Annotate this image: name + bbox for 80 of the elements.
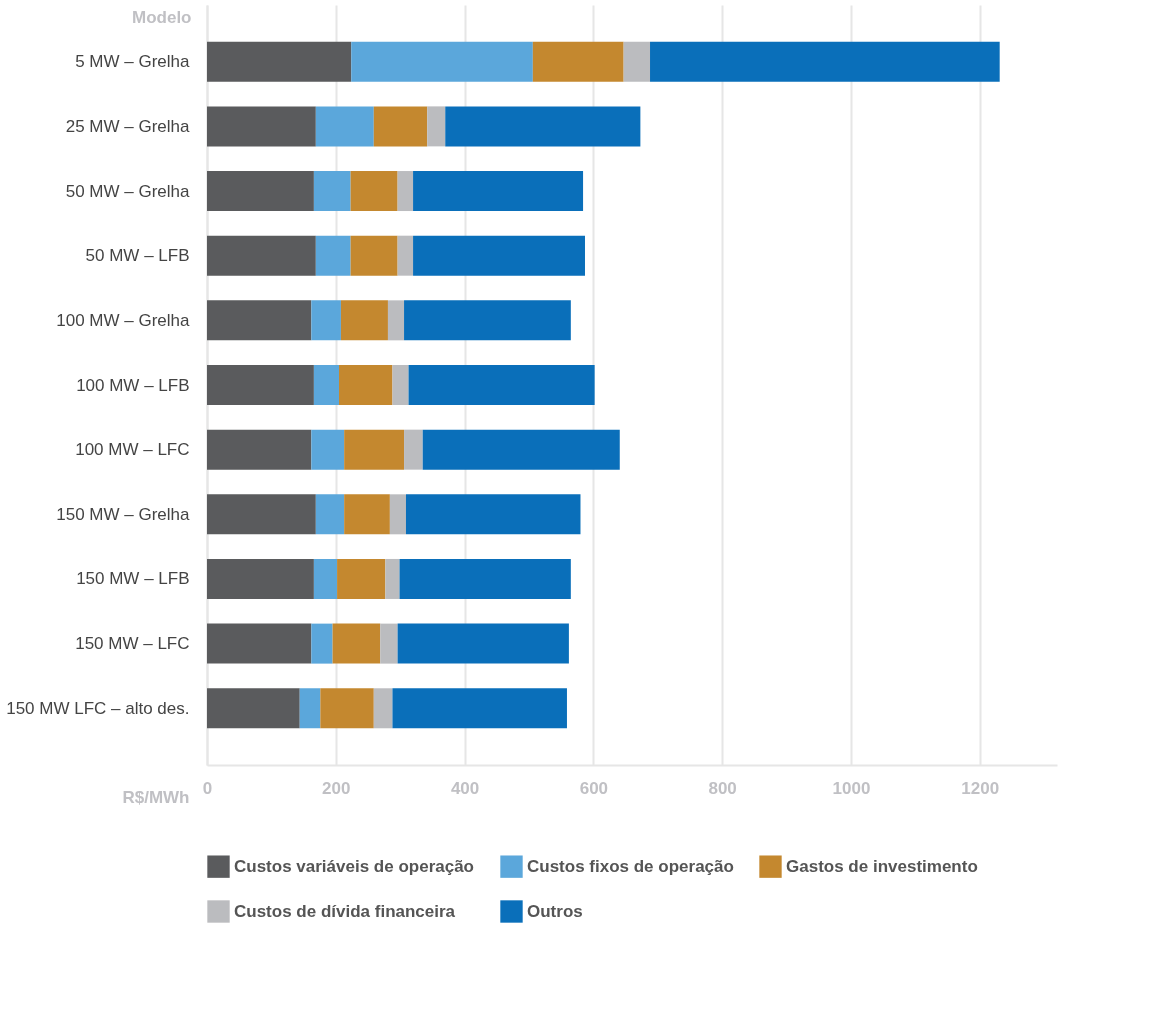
bar — [623, 41, 651, 82]
bar — [315, 235, 351, 276]
bar — [311, 300, 341, 341]
bar — [404, 429, 423, 470]
y-tick-label: 100 MW – LFB — [76, 375, 190, 395]
bar — [397, 623, 569, 664]
bar — [315, 494, 345, 535]
bar — [313, 558, 338, 599]
y-tick-label: 150 MW – LFC — [75, 634, 190, 654]
bar — [207, 106, 316, 147]
y-tick-label: 5 MW – Grelha — [75, 52, 191, 72]
legend-label: Custos variáveis de operação — [234, 856, 475, 876]
bar — [207, 558, 314, 599]
bar — [313, 171, 351, 212]
bar — [320, 688, 374, 729]
x-tick-label: 0 — [202, 778, 213, 798]
bar — [207, 494, 316, 535]
x-tick-label: 1200 — [961, 778, 1000, 798]
bar — [299, 688, 321, 729]
x-axis-title: R$/MWh — [122, 787, 190, 807]
bar — [532, 41, 624, 82]
legend-label: Custos de dívida financeira — [234, 901, 456, 921]
x-tick-label: 1000 — [832, 778, 871, 798]
bar — [207, 429, 312, 470]
bar — [413, 235, 585, 276]
y-axis-title: Modelo — [132, 7, 192, 27]
bar — [351, 41, 533, 82]
y-tick-label: 50 MW – Grelha — [65, 181, 191, 201]
y-tick-label: 150 MW – LFB — [76, 569, 190, 589]
legend-label: Outros — [527, 901, 583, 921]
bar — [207, 171, 314, 212]
bar — [340, 300, 388, 341]
bar — [389, 494, 406, 535]
bar — [413, 171, 584, 212]
x-tick-label: 200 — [322, 778, 351, 798]
bar — [373, 106, 428, 147]
bar — [207, 688, 300, 729]
bar — [408, 365, 595, 405]
bar — [373, 688, 393, 729]
y-tick-label: 150 MW – Grelha — [56, 504, 191, 524]
bar — [337, 558, 386, 599]
bar — [344, 494, 390, 535]
bar — [397, 171, 414, 212]
bar — [311, 429, 345, 470]
bar — [207, 300, 312, 341]
y-tick-label: 100 MW – LFC — [75, 440, 190, 460]
bar — [392, 688, 567, 729]
bar — [404, 300, 571, 341]
bar — [422, 429, 620, 470]
bar — [427, 106, 446, 147]
bar — [313, 365, 340, 405]
bar — [387, 300, 405, 341]
bar — [207, 235, 316, 276]
bar — [392, 365, 409, 405]
x-tick-label: 800 — [708, 778, 737, 798]
bar — [207, 41, 352, 82]
y-tick-label: 25 MW – Grelha — [65, 116, 191, 136]
bar — [344, 429, 405, 470]
bar — [207, 365, 314, 405]
bar — [332, 623, 381, 664]
bar — [380, 623, 398, 664]
legend-label: Gastos de investimento — [786, 856, 978, 876]
bar — [315, 106, 374, 147]
bar — [350, 235, 398, 276]
x-tick-label: 400 — [450, 778, 480, 798]
bar — [339, 365, 393, 405]
bar — [650, 41, 1000, 82]
y-tick-label: 100 MW – Grelha — [56, 310, 191, 330]
bar — [207, 623, 312, 664]
x-tick-label: 600 — [579, 778, 609, 798]
y-tick-label: 50 MW – LFB — [85, 246, 190, 266]
bar — [397, 235, 414, 276]
bar — [399, 558, 571, 599]
bar — [385, 558, 400, 599]
legend-label: Custos fixos de operação — [527, 856, 734, 876]
y-tick-label: 150 MW LFC – alto des. — [6, 698, 190, 718]
bar — [445, 106, 641, 147]
bar — [350, 171, 398, 212]
bar — [311, 623, 333, 664]
bar — [405, 494, 581, 535]
